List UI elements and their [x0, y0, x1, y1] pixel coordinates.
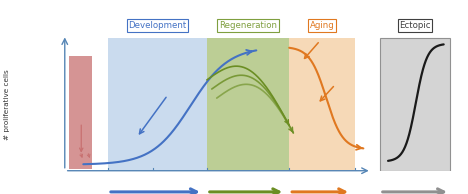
- Text: Regeneration: Regeneration: [219, 21, 277, 30]
- Bar: [69, 56, 92, 169]
- Text: Aging: Aging: [310, 21, 335, 30]
- Text: Ectopic: Ectopic: [399, 21, 431, 30]
- Text: Development: Development: [128, 21, 187, 30]
- Text: # proliferative cells: # proliferative cells: [4, 69, 10, 139]
- Bar: [380, 38, 450, 171]
- Bar: [108, 38, 207, 171]
- Bar: [207, 38, 289, 171]
- Bar: [289, 38, 355, 171]
